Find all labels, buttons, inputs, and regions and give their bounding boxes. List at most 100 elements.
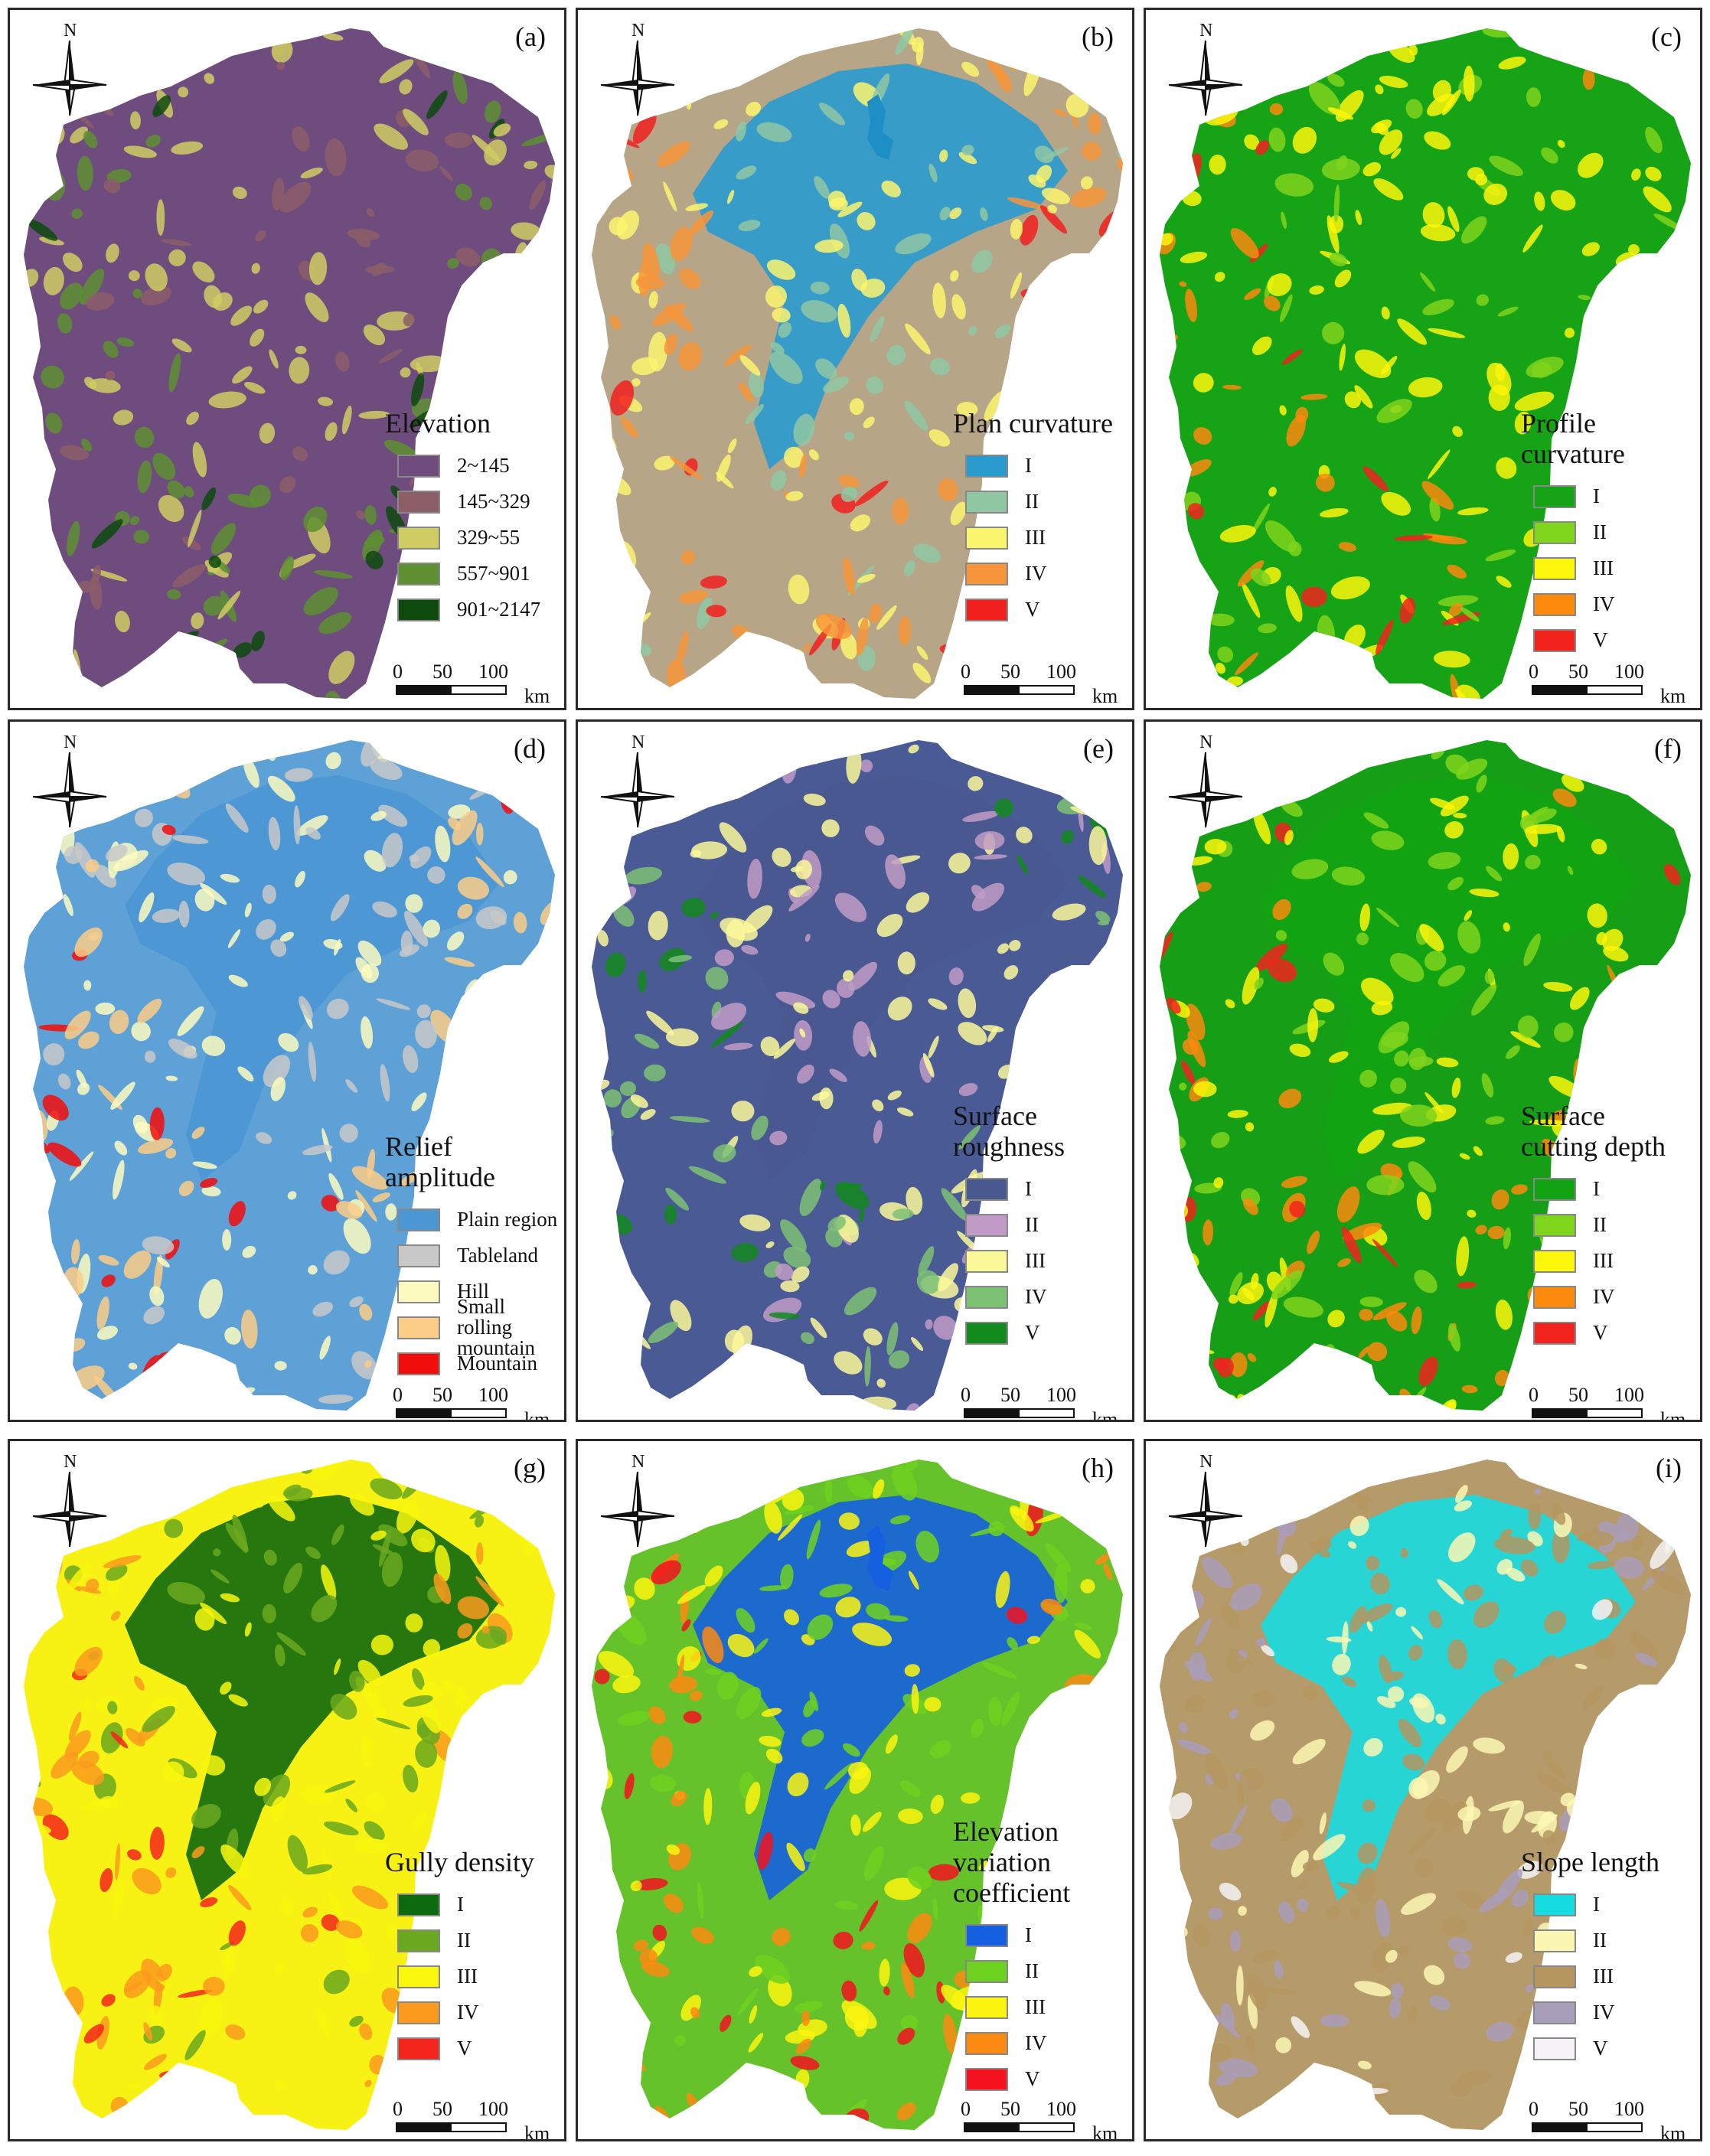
class-patch bbox=[172, 564, 206, 588]
class-patch bbox=[64, 1010, 91, 1040]
class-patch bbox=[1028, 175, 1046, 188]
class-patch bbox=[801, 300, 837, 323]
class-patch bbox=[1488, 1800, 1521, 1812]
class-patch bbox=[1678, 1251, 1691, 1271]
class-patch bbox=[648, 911, 668, 941]
class-patch bbox=[809, 1691, 819, 1711]
class-patch bbox=[1020, 214, 1039, 246]
class-patch bbox=[941, 1188, 968, 1221]
class-patch bbox=[689, 1166, 726, 1184]
class-patch bbox=[634, 1033, 660, 1049]
class-patch bbox=[717, 758, 746, 778]
scale-bar-graphic bbox=[396, 1408, 507, 1418]
class-patch bbox=[1244, 134, 1260, 150]
class-patch bbox=[1428, 449, 1451, 480]
class-patch bbox=[896, 1107, 914, 1117]
legend-label: Mountain bbox=[457, 1353, 537, 1374]
class-patch bbox=[488, 1009, 519, 1021]
class-patch bbox=[719, 822, 747, 853]
class-patch bbox=[1529, 1119, 1571, 1127]
legend-label: I bbox=[1025, 1923, 1032, 1946]
legend-label: I bbox=[1025, 1177, 1032, 1200]
class-patch bbox=[1614, 1556, 1644, 1579]
class-patch bbox=[208, 556, 221, 569]
north-label: N bbox=[1199, 21, 1212, 41]
class-patch bbox=[787, 1772, 809, 1797]
class-patch bbox=[711, 1003, 747, 1030]
scale-tick: 0 bbox=[393, 660, 403, 683]
class-patch bbox=[889, 1515, 911, 1525]
class-patch bbox=[696, 597, 713, 630]
class-patch bbox=[178, 1989, 213, 1998]
class-patch bbox=[267, 775, 295, 802]
class-patch bbox=[1220, 1604, 1241, 1629]
class-patch bbox=[1010, 1508, 1021, 1516]
class-patch bbox=[1251, 1689, 1274, 1708]
class-patch bbox=[1357, 1129, 1385, 1154]
class-patch bbox=[403, 1045, 419, 1074]
class-patch bbox=[1631, 168, 1641, 181]
scale-tick: 50 bbox=[1000, 1384, 1020, 1406]
class-patch bbox=[335, 351, 350, 372]
legend-item: V bbox=[397, 2030, 534, 2066]
class-patch bbox=[995, 1571, 1010, 1608]
class-patch bbox=[1229, 1294, 1238, 1304]
class-patch bbox=[1427, 93, 1455, 116]
class-patch bbox=[848, 961, 877, 991]
legend-label: V bbox=[1025, 1321, 1040, 1344]
class-patch bbox=[1381, 306, 1390, 320]
class-patch bbox=[1496, 457, 1517, 479]
class-patch bbox=[1082, 1290, 1090, 1304]
class-patch bbox=[137, 460, 152, 494]
class-patch bbox=[1280, 791, 1291, 802]
class-patch bbox=[149, 1826, 165, 1860]
class-patch bbox=[427, 866, 445, 884]
class-patch bbox=[179, 641, 204, 655]
class-patch bbox=[328, 1892, 344, 1920]
class-patch bbox=[228, 1884, 252, 1911]
class-patch bbox=[232, 366, 253, 384]
class-patch bbox=[1390, 1077, 1407, 1094]
legend-swatch bbox=[965, 2067, 1008, 2091]
class-patch bbox=[1003, 965, 1019, 980]
class-patch bbox=[769, 1312, 801, 1319]
class-patch bbox=[1229, 1805, 1248, 1836]
class-patch bbox=[233, 642, 253, 658]
class-patch bbox=[1286, 415, 1306, 447]
lake-poyang bbox=[867, 94, 893, 160]
class-patch bbox=[1534, 1488, 1542, 1496]
class-patch bbox=[43, 1043, 65, 1066]
class-patch bbox=[778, 322, 792, 338]
class-patch bbox=[690, 2007, 700, 2019]
class-patch bbox=[330, 894, 350, 921]
class-patch bbox=[1484, 970, 1495, 984]
scale-ticks: 0 50 100 bbox=[1529, 1384, 1682, 1406]
class-patch bbox=[597, 930, 609, 947]
class-patch bbox=[399, 79, 413, 95]
map-panel-h: (h) N Elevation variation coefficient I II III… bbox=[576, 1439, 1134, 2141]
class-patch bbox=[24, 2061, 49, 2086]
class-patch bbox=[700, 576, 727, 589]
class-patch bbox=[227, 928, 241, 948]
class-patch bbox=[228, 1694, 248, 1707]
class-patch bbox=[359, 1303, 373, 1321]
class-patch bbox=[68, 1564, 91, 1590]
class-patch bbox=[470, 740, 507, 754]
class-patch bbox=[38, 641, 61, 656]
class-patch bbox=[1074, 1629, 1101, 1659]
class-patch bbox=[691, 1926, 714, 1944]
class-patch bbox=[1386, 1310, 1408, 1332]
class-patch bbox=[1476, 775, 1487, 793]
class-patch bbox=[167, 589, 181, 600]
class-patch bbox=[1487, 1225, 1505, 1240]
class-patch bbox=[1179, 281, 1187, 287]
class-patch bbox=[126, 1981, 142, 1991]
legend-label: V bbox=[1593, 1321, 1608, 1344]
class-patch bbox=[364, 850, 387, 872]
class-patch bbox=[1422, 202, 1445, 228]
class-patch bbox=[488, 1806, 504, 1819]
class-patch bbox=[27, 130, 37, 158]
class-patch bbox=[24, 880, 44, 903]
class-patch bbox=[850, 1814, 861, 1836]
class-patch bbox=[748, 2033, 764, 2053]
